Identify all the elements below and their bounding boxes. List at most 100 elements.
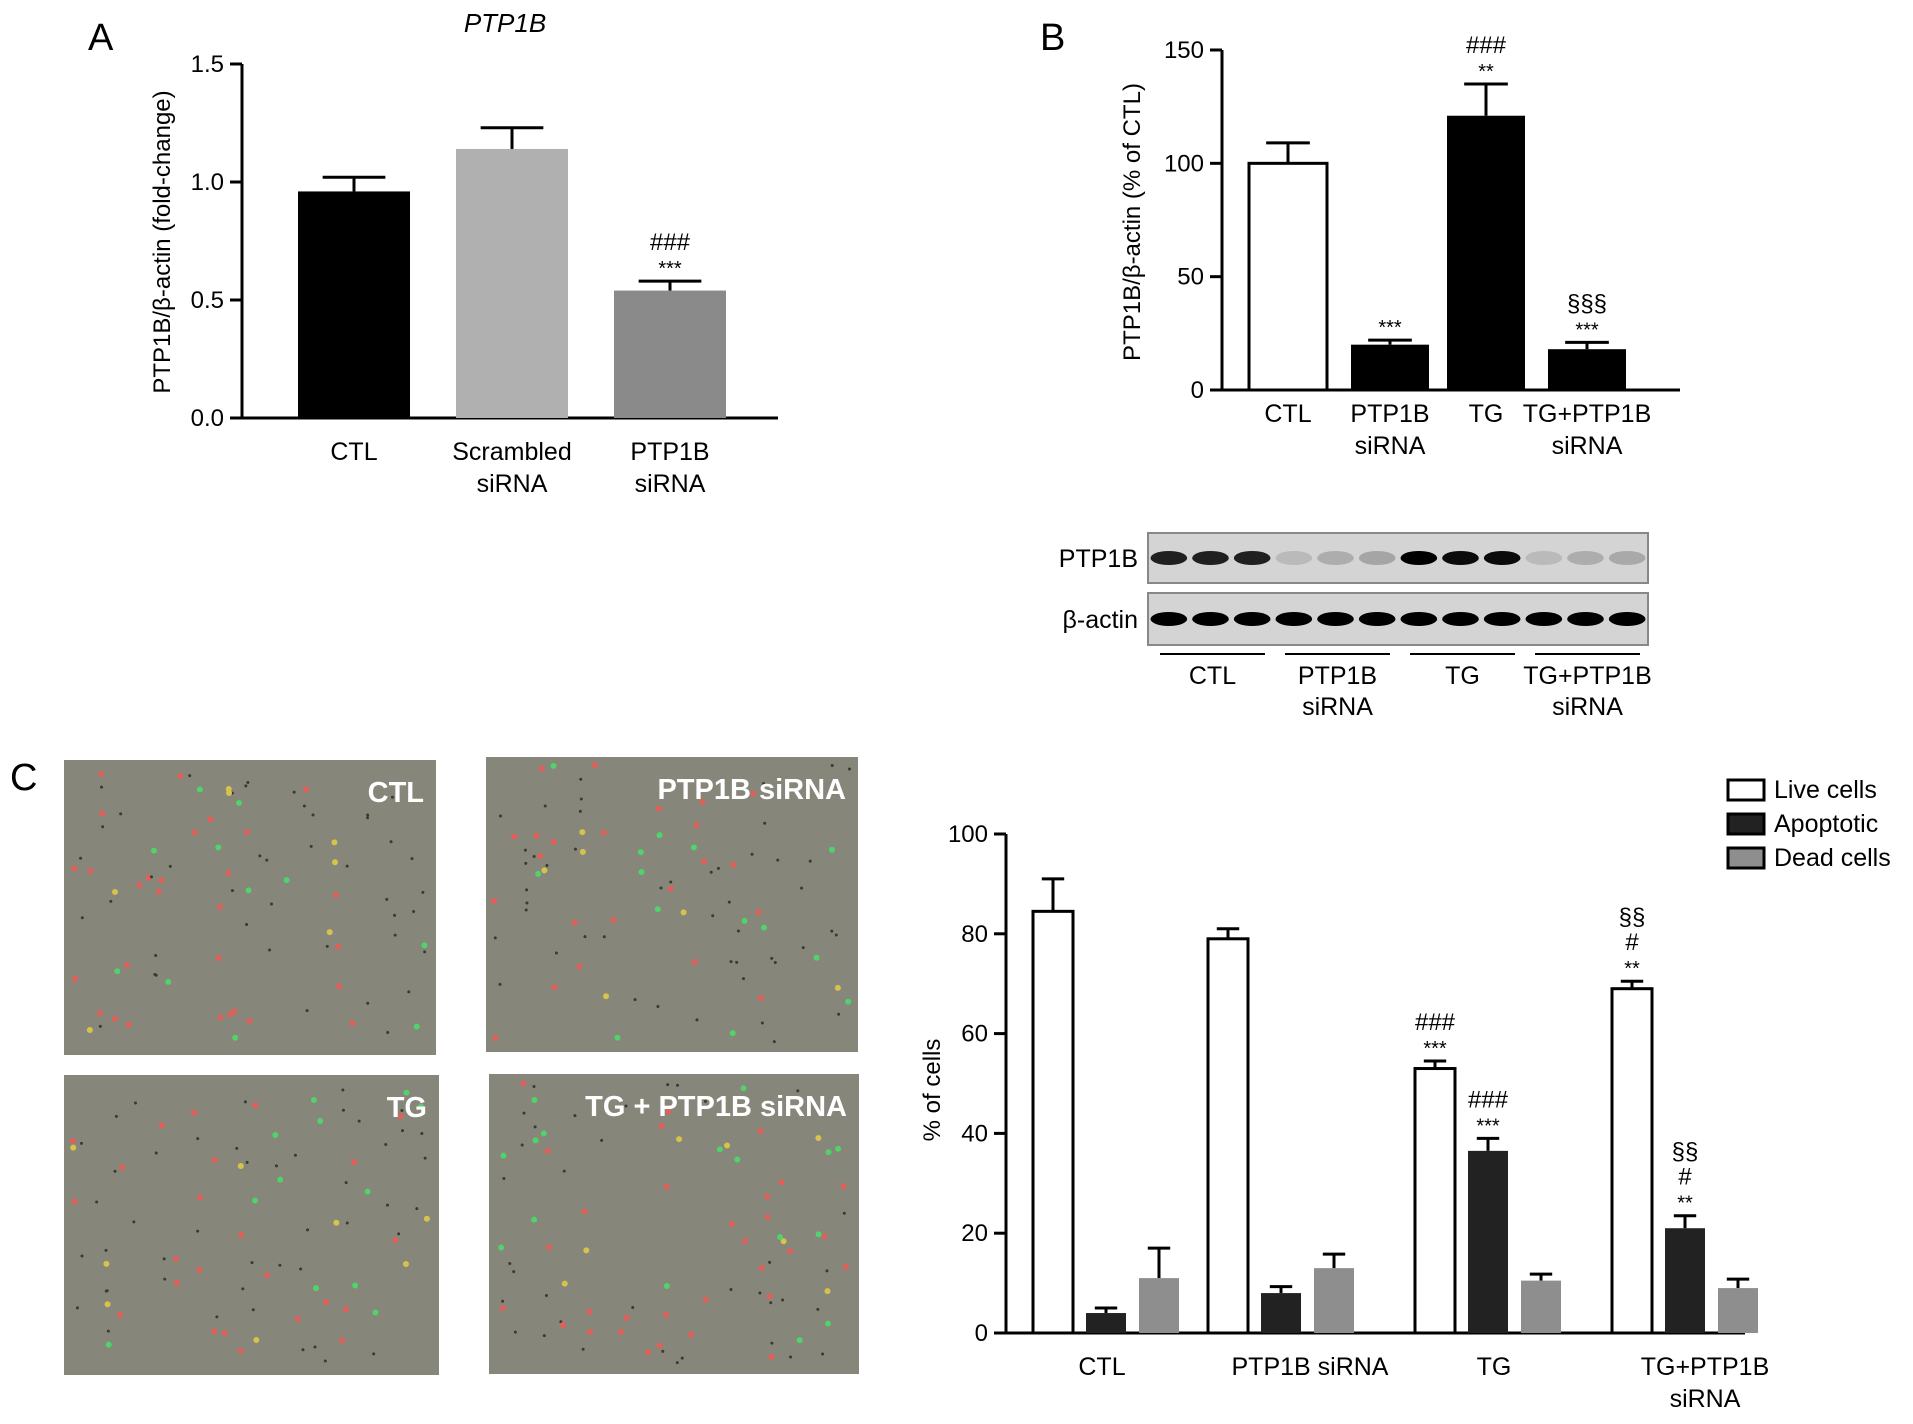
- micrograph-cell: [667, 885, 674, 892]
- micrograph-cell: [661, 1349, 665, 1353]
- micrograph-cell: [573, 847, 577, 851]
- chart-c-bar: [1468, 1150, 1508, 1333]
- micrograph-cell: [323, 1359, 327, 1363]
- micrograph-cell: [776, 858, 780, 862]
- micrograph-cell: [772, 1040, 776, 1044]
- micrograph-cell: [581, 1347, 585, 1351]
- micrograph-cell: [101, 825, 105, 829]
- micrograph-cell: [421, 942, 428, 949]
- micrograph-grid: CTL PTP1B siRNA TG TG + PTP1B siRNA: [64, 757, 859, 1375]
- chart-c-legend: Live cells Apoptotic Dead cells: [1726, 776, 1891, 872]
- micrograph-cell: [158, 1122, 165, 1129]
- micrograph-cell: [821, 1352, 825, 1356]
- micrograph-cell: [532, 1085, 536, 1089]
- micrograph-cell: [742, 1238, 749, 1245]
- micrograph-cell: [421, 890, 425, 894]
- chart-c-bar: [1521, 1280, 1561, 1333]
- micrograph-cell: [676, 1083, 680, 1087]
- micrograph-cell: [349, 1020, 356, 1027]
- micrograph-cell: [294, 1315, 301, 1322]
- chart-b-ytick-label: 150: [1164, 37, 1204, 64]
- micrograph-cell: [600, 829, 607, 836]
- chart-c-ylabel: % of cells: [919, 1039, 946, 1142]
- micrograph-cell: [196, 786, 203, 793]
- chart-c-bar: [1086, 1313, 1126, 1333]
- micrograph-cell: [542, 1334, 546, 1338]
- micrograph-cell: [524, 908, 528, 912]
- micrograph-cell: [244, 784, 248, 788]
- micrograph-cell: [815, 1135, 822, 1142]
- micrograph-cell: [104, 1301, 111, 1308]
- micrograph-cell: [617, 1329, 624, 1336]
- micrograph-cell: [196, 1194, 203, 1201]
- micrograph-cell: [758, 995, 765, 1002]
- micrograph-cell: [768, 1260, 772, 1264]
- micrograph-cell: [303, 786, 310, 793]
- micrograph-cell: [243, 1100, 247, 1104]
- micrograph-cell: [579, 777, 583, 781]
- chart-a-bar: [298, 191, 410, 418]
- chart-c-ytick-label: 80: [961, 921, 988, 948]
- micrograph-cell: [603, 993, 610, 1000]
- micrograph-cell: [592, 762, 599, 769]
- micrograph-cell: [760, 1021, 764, 1025]
- micrograph-cell: [217, 1014, 224, 1021]
- micrograph-cell: [333, 1219, 340, 1226]
- micrograph-cell: [637, 849, 644, 856]
- chart-c-ytick-label: 60: [961, 1021, 988, 1048]
- micrograph-cell: [317, 1117, 324, 1124]
- blot-strip: [1147, 532, 1649, 584]
- blot-band: [1358, 612, 1396, 626]
- micrograph-cell: [525, 901, 529, 905]
- micrograph-cell: [80, 916, 84, 920]
- blot-band: [1233, 612, 1271, 626]
- micrograph-cell: [586, 1328, 593, 1335]
- micrograph-cell: [576, 963, 583, 970]
- micrograph-cell: [418, 1103, 425, 1110]
- micrograph-cell: [244, 829, 251, 836]
- chart-c-category-label: siRNA: [1670, 1385, 1741, 1413]
- micrograph-cell: [211, 1156, 218, 1163]
- micrograph-cell: [105, 1289, 109, 1293]
- micrograph-cell: [196, 1229, 200, 1233]
- micrograph-cell: [250, 1261, 254, 1265]
- micrograph-cell: [763, 821, 767, 825]
- micrograph-cell: [702, 1296, 709, 1303]
- micrograph-cell: [600, 1138, 604, 1142]
- micrograph-cell: [366, 813, 370, 817]
- micrograph-cell: [412, 910, 416, 914]
- micrograph-cell: [277, 1176, 284, 1183]
- micrograph-cell: [136, 881, 143, 888]
- chart-a-bar: [614, 290, 726, 418]
- blot-group-label: siRNA: [1302, 693, 1373, 721]
- chart-c-significance: **: [1677, 1193, 1693, 1215]
- micrograph-cell: [216, 903, 223, 910]
- micrograph-cell: [586, 1308, 593, 1315]
- micrograph-cell: [502, 1177, 506, 1181]
- micrograph-cell: [215, 954, 222, 961]
- micrograph-cell: [680, 909, 687, 916]
- micrograph-cell: [583, 935, 587, 939]
- chart-c-significance: #: [1678, 1164, 1692, 1191]
- micrograph-cell: [215, 1315, 219, 1319]
- micrograph-image: [64, 760, 436, 1055]
- micrograph-cell: [623, 1314, 630, 1321]
- western-blot: PTP1B β-actin CTL PTP1B siRNA TG TG+PTP1B siRNA: [1059, 532, 1652, 721]
- micrograph-image: [489, 1074, 859, 1374]
- blot-group-label: TG: [1445, 662, 1480, 690]
- chart-a-category-label: PTP1B: [630, 438, 709, 466]
- micrograph-cell: [825, 1149, 832, 1156]
- micrograph-cell: [581, 1208, 588, 1215]
- micrograph-cell: [498, 982, 502, 986]
- micrograph-cell: [665, 1108, 672, 1115]
- micrograph-cell: [232, 1034, 239, 1041]
- micrograph-cell: [252, 1102, 259, 1109]
- blot-band: [1275, 612, 1313, 626]
- micrograph-cell: [550, 838, 557, 845]
- micrograph-cell: [158, 877, 165, 884]
- legend-label: Dead cells: [1774, 844, 1891, 872]
- micrograph-cell: [70, 1144, 77, 1151]
- micrograph-cell: [415, 1207, 419, 1211]
- micrograph-cell: [251, 1308, 255, 1312]
